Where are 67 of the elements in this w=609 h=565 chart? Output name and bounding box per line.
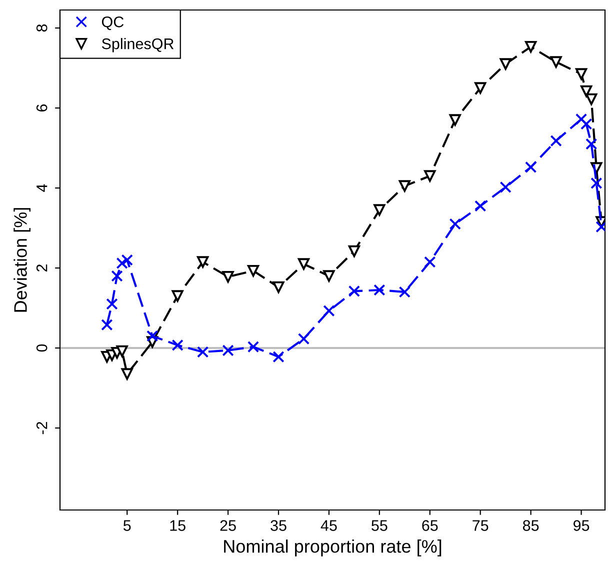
point [116,257,128,270]
point [111,270,123,282]
point [323,270,335,282]
point [449,218,461,230]
legend-label: QC [102,16,124,30]
point [247,264,260,277]
point [146,330,158,342]
point [101,318,113,331]
point [374,284,386,296]
point [500,181,512,194]
y-tick-label: 6 [36,104,48,112]
point [298,332,310,345]
x-tick-label: 5 [123,520,131,531]
point [580,118,592,130]
point [121,254,133,266]
point [550,134,562,147]
point [298,258,310,270]
x-tick-label: 25 [220,520,236,531]
y-tick-label: 0 [36,344,48,352]
point [424,256,436,268]
point [575,68,588,80]
point [550,56,562,68]
x-tick-label: 95 [574,520,590,531]
y-tick-label: 4 [36,184,48,192]
point [524,161,537,174]
x-axis-title: Nominal proportion rate [%] [224,540,442,556]
point [247,340,260,353]
point [474,200,486,212]
y-tick-label: -2 [36,422,48,434]
point [323,304,335,317]
y-axis-title: Deviation [%] [14,208,30,312]
point [172,339,184,352]
point [196,256,209,268]
point [348,245,360,258]
point [348,285,360,298]
x-tick-label: 35 [270,520,286,531]
x-tick-label: 85 [522,520,539,531]
x-tick-label: 75 [472,520,488,531]
x-tick-label: 55 [372,520,388,531]
point [524,40,537,53]
x-tick-label: 15 [170,520,186,531]
y-tick-label: 2 [36,264,48,272]
point [272,281,284,294]
point [575,113,588,126]
point [424,170,436,182]
point [590,177,602,190]
point [586,93,598,106]
legend-label: SplinesQR [102,38,174,52]
point [398,180,410,192]
point [106,298,118,310]
point [172,290,184,302]
point [222,270,234,283]
point [374,204,386,216]
x-tick-label: 65 [422,520,438,531]
point [500,58,512,70]
point [272,350,284,363]
point [449,114,461,126]
point [580,85,592,98]
point [222,344,234,356]
point [116,345,128,358]
point [398,286,410,298]
x-tick-label: 45 [320,520,337,531]
point [121,368,133,380]
point [586,138,598,150]
y-tick-label: 8 [36,24,48,32]
point [474,82,486,94]
point [196,346,209,358]
